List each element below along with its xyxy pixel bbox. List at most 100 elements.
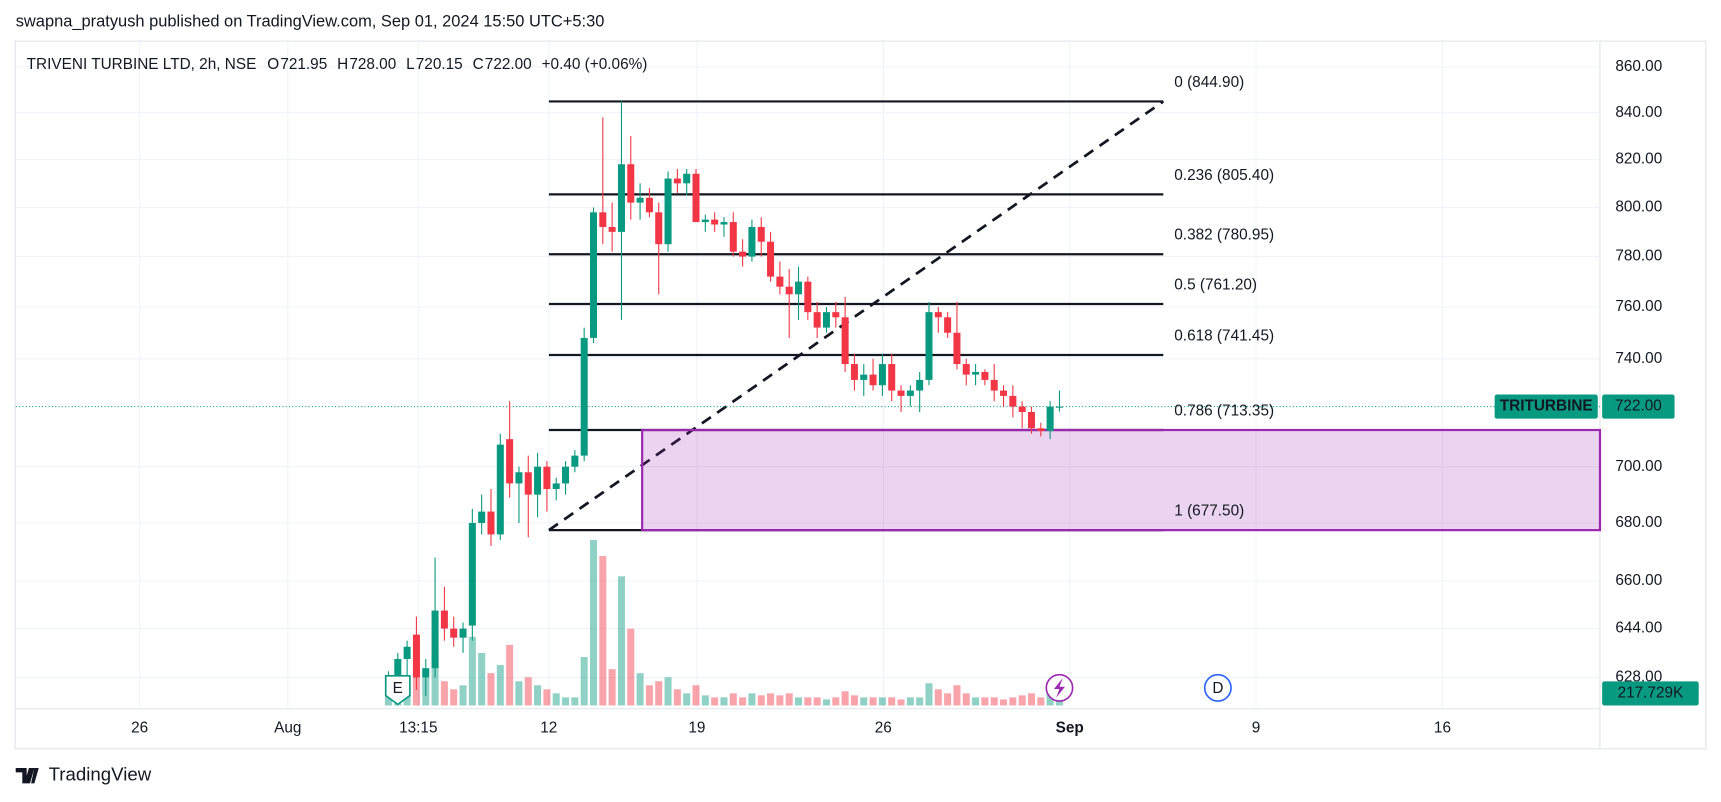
x-tick-label: Sep <box>1056 720 1084 737</box>
volume-bar <box>589 539 598 706</box>
volume-bar <box>795 697 803 706</box>
candle-body <box>720 222 728 225</box>
volume-bar <box>757 695 765 706</box>
candle-body <box>795 281 803 295</box>
candle-body <box>944 317 952 333</box>
fib-level-label: 0.382 (780.95) <box>1174 227 1274 244</box>
candle-body <box>571 455 579 467</box>
candle-body <box>757 226 765 242</box>
price-tag-bg <box>1602 394 1675 419</box>
ohlc-key: C <box>473 56 484 73</box>
volume-bar <box>972 697 980 706</box>
x-tick-label: 13:15 <box>399 720 437 737</box>
volume-bar <box>1037 697 1045 706</box>
y-tick-label: 840.00 <box>1615 104 1662 121</box>
candle-body <box>673 178 681 184</box>
fib-level-label: 0.236 (805.40) <box>1174 167 1274 184</box>
ohlc-key: O <box>267 56 279 73</box>
volume-bar <box>832 697 840 706</box>
y-tick-label: 740.00 <box>1615 350 1662 367</box>
candle-body <box>850 364 858 380</box>
volume-bar <box>534 685 542 706</box>
volume-layer <box>384 539 1063 706</box>
volume-tag: 217.729K <box>1618 684 1684 701</box>
candle-body <box>785 286 793 295</box>
volume-bar <box>645 685 653 706</box>
candle-body <box>962 364 970 375</box>
earnings-marker <box>384 675 411 706</box>
candle-body <box>822 312 830 328</box>
volume-bar <box>822 699 830 706</box>
ohlc-value: 728.00 <box>349 56 396 73</box>
volume-bar <box>1000 699 1008 706</box>
x-tick-label: 26 <box>875 720 892 737</box>
candle-body <box>562 466 570 484</box>
y-tick-label: 760.00 <box>1615 298 1662 315</box>
candle-body <box>496 444 504 535</box>
candle-body <box>478 511 486 523</box>
y-tick-label: 700.00 <box>1615 458 1662 475</box>
candle-body <box>459 628 467 638</box>
volume-bar <box>664 677 672 706</box>
candle-body <box>1055 406 1063 408</box>
volume-bar <box>860 697 868 706</box>
volume-bar <box>384 693 392 706</box>
symbol-title: TRIVENI TURBINE LTD, 2h, NSE <box>27 56 257 73</box>
volume-bar <box>729 693 737 706</box>
volume-bar <box>459 685 467 706</box>
volume-bar <box>468 636 476 706</box>
candle-body <box>450 628 458 638</box>
candle-body <box>832 312 840 318</box>
volume-bar <box>1046 693 1054 706</box>
x-tick-label: 16 <box>1434 720 1451 737</box>
volume-bar <box>776 695 784 706</box>
volume-bar <box>617 576 625 706</box>
candle-body <box>552 483 560 490</box>
candle-body <box>888 364 896 391</box>
fib-level-label: 0.786 (713.35) <box>1174 402 1274 419</box>
volume-bar <box>934 689 942 706</box>
candle-body <box>739 251 747 257</box>
candle-body <box>422 668 430 678</box>
candle-body <box>1037 428 1045 431</box>
candle-body <box>990 379 998 391</box>
candle-body <box>934 312 942 318</box>
candle-body <box>412 634 420 678</box>
grid <box>15 41 1600 709</box>
candle-body <box>1009 395 1017 407</box>
candle-body <box>841 317 849 365</box>
candle-body <box>515 472 523 484</box>
symbol-tag-bg <box>1494 394 1598 419</box>
candle-body <box>925 312 933 380</box>
y-tick-label: 820.00 <box>1615 151 1662 168</box>
event-label: E <box>393 680 403 697</box>
volume-bar <box>720 697 728 706</box>
x-tick-label: Aug <box>274 720 301 737</box>
candle-body <box>748 226 756 257</box>
volume-bar <box>804 697 812 706</box>
candle-body <box>981 371 989 380</box>
x-tick-label: 26 <box>131 720 148 737</box>
candle-body <box>916 379 924 391</box>
volume-bar <box>944 693 952 706</box>
candle-body <box>804 281 812 313</box>
volume-bar <box>692 685 700 706</box>
dividend-marker <box>1203 673 1232 702</box>
volume-bar <box>655 681 663 706</box>
volume-bar <box>487 673 495 706</box>
candle-body <box>860 374 868 380</box>
x-tick-label: 19 <box>688 720 705 737</box>
volume-bar <box>850 695 858 706</box>
y-tick-label: 660.00 <box>1615 572 1662 589</box>
volume-bar <box>496 665 504 706</box>
volume-bar <box>1009 697 1017 706</box>
symbol-tag: TRITURBINE <box>1500 398 1593 415</box>
flash-icon <box>1053 678 1065 698</box>
candle-body <box>878 364 886 386</box>
publisher-header: swapna_pratyush published on TradingView… <box>16 12 605 30</box>
y-tick-label: 680.00 <box>1615 514 1662 531</box>
volume-bar <box>627 628 635 706</box>
candle-body <box>599 212 607 227</box>
volume-bar <box>683 693 691 706</box>
